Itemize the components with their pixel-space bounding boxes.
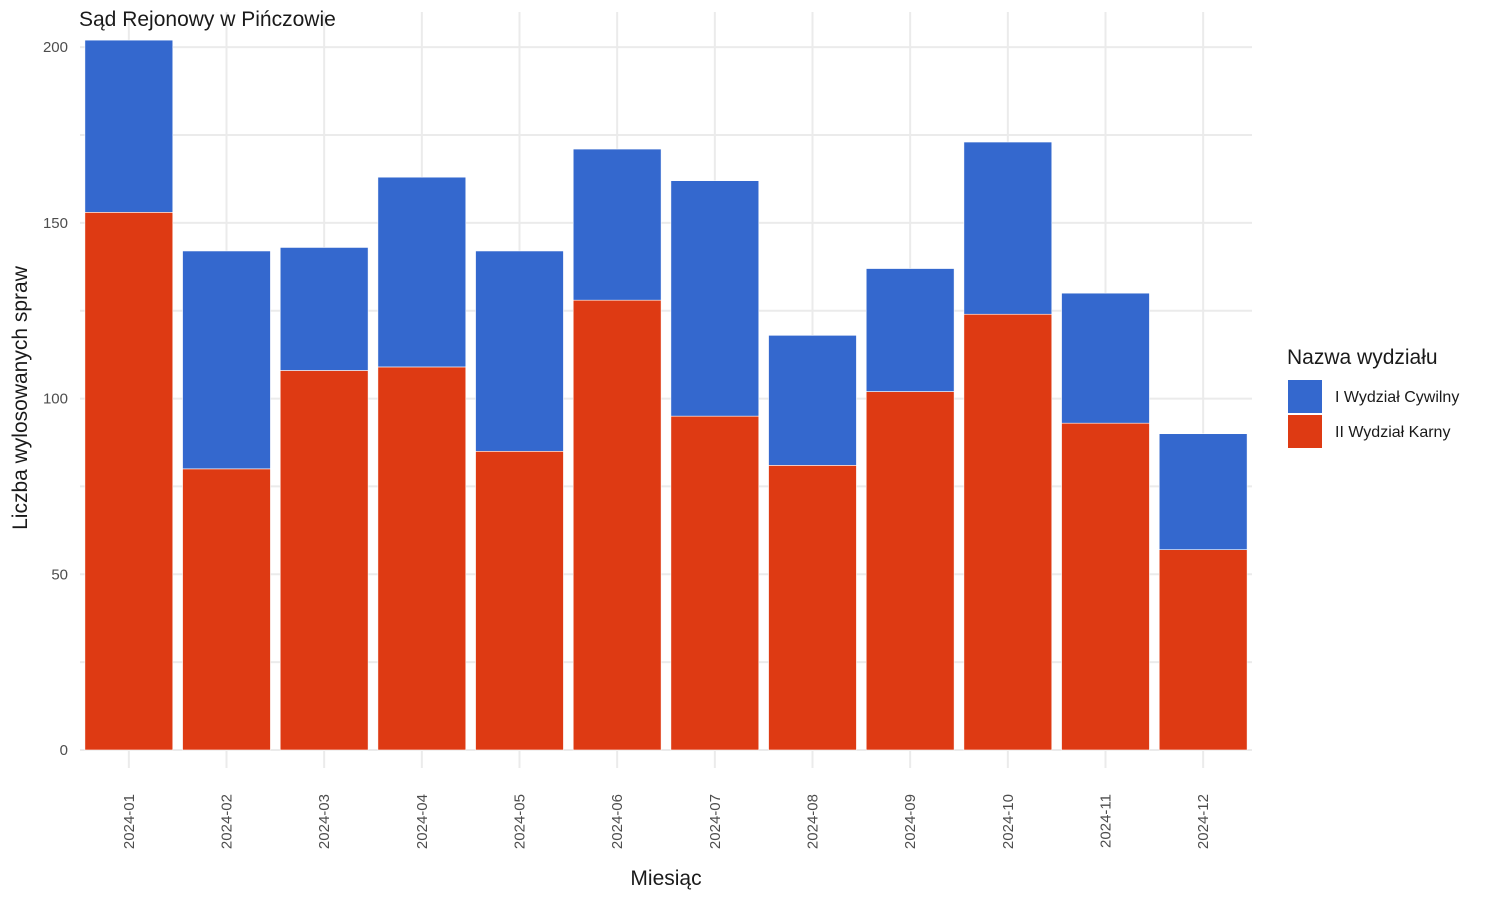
x-tick-label: 2024-01 (121, 794, 138, 849)
bars (84, 39, 1248, 751)
bar-cywilny-2024-10 (963, 141, 1053, 315)
bar-karny-2024-06 (572, 299, 662, 751)
bar-cywilny-2024-02 (182, 250, 271, 470)
y-tick-label: 100 (43, 391, 68, 408)
y-axis-title: Liczba wylosowanych spraw (9, 265, 32, 530)
bar-karny-2024-04 (377, 366, 467, 751)
bar-karny-2024-01 (84, 212, 174, 751)
legend-key (1288, 380, 1322, 413)
bar-karny-2024-05 (475, 450, 564, 751)
x-tick-label: 2024-11 (1098, 794, 1115, 848)
bar-karny-2024-07 (670, 415, 760, 751)
bar-karny-2024-11 (1061, 422, 1150, 751)
x-tick-label: 2024-08 (805, 794, 822, 849)
bar-cywilny-2024-08 (768, 335, 857, 466)
bar-cywilny-2024-07 (670, 180, 760, 417)
legend-title: Nazwa wydziału (1287, 346, 1438, 369)
x-tick-label: 2024-04 (414, 794, 431, 849)
bar-karny-2024-10 (963, 313, 1053, 751)
y-tick-label: 150 (43, 215, 68, 232)
legend-label: II Wydział Karny (1335, 424, 1450, 441)
bar-cywilny-2024-06 (572, 148, 662, 301)
x-tick-label: 2024-05 (512, 794, 529, 849)
bar-karny-2024-09 (865, 391, 955, 751)
bar-karny-2024-12 (1158, 549, 1248, 751)
legend: Nazwa wydziału I Wydział Cywilny II Wydzi… (1287, 346, 1459, 448)
x-tick-label: 2024-03 (316, 794, 333, 849)
bar-cywilny-2024-01 (84, 39, 174, 213)
legend-label: I Wydział Cywilny (1335, 389, 1459, 406)
x-tick-label: 2024-12 (1195, 794, 1212, 849)
bar-cywilny-2024-05 (475, 250, 564, 452)
legend-key (1288, 415, 1322, 448)
chart-title: Sąd Rejonowy w Pińczowie (79, 8, 336, 31)
axes: 0 50 100 150 200 2024-01 2024-02 2024-03 2024-04… (43, 39, 1212, 849)
x-tick-label: 2024-02 (219, 794, 236, 849)
x-tick-label: 2024-06 (609, 794, 626, 849)
bar-cywilny-2024-03 (279, 247, 369, 371)
bar-karny-2024-02 (182, 468, 271, 751)
bar-cywilny-2024-11 (1061, 292, 1150, 424)
y-tick-label: 200 (43, 39, 68, 56)
bar-cywilny-2024-12 (1158, 433, 1248, 550)
y-tick-label: 0 (60, 742, 68, 759)
x-tick-label: 2024-09 (902, 794, 919, 849)
bar-cywilny-2024-09 (865, 268, 955, 392)
bar-karny-2024-08 (768, 465, 857, 751)
bar-cywilny-2024-04 (377, 176, 467, 368)
x-tick-label: 2024-07 (707, 794, 724, 849)
y-tick-label: 50 (51, 566, 68, 583)
x-tick-label: 2024-10 (1000, 794, 1017, 849)
bar-karny-2024-03 (279, 370, 369, 751)
x-axis-title: Miesiąc (630, 867, 701, 890)
